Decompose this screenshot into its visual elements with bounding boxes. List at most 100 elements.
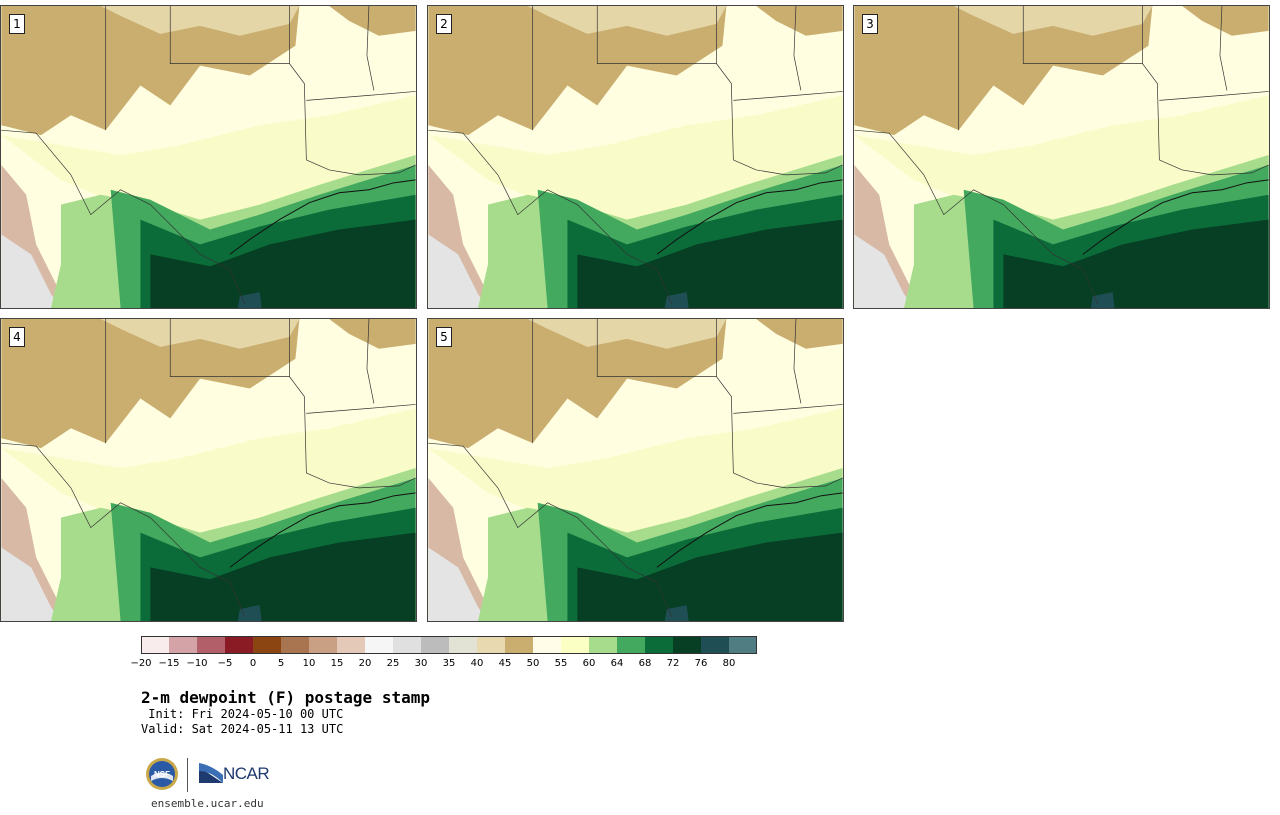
- plot-title: 2-m dewpoint (F) postage stamp: [141, 688, 430, 707]
- dewpoint-region: [237, 292, 262, 308]
- state-border: [733, 404, 843, 414]
- coastline: [1082, 179, 1269, 255]
- dewpoint-region: [577, 219, 843, 308]
- dewpoint-region: [329, 319, 416, 349]
- state-border: [306, 472, 416, 489]
- dewpoint-map-3: [854, 6, 1269, 308]
- init-time: Init: Fri 2024-05-10 00 UTC: [141, 707, 344, 721]
- coastline: [229, 179, 416, 255]
- state-border: [1159, 159, 1269, 176]
- dewpoint-region: [527, 319, 727, 349]
- dewpoint-map-1: [1, 6, 416, 308]
- stamp-panel-5: 5: [427, 318, 844, 622]
- colorbar-swatch: [421, 636, 450, 654]
- colorbar-swatch: [589, 636, 618, 654]
- dewpoint-region: [1, 547, 61, 621]
- colorbar-tick-label: 60: [582, 658, 596, 669]
- colorbar-swatch: [729, 636, 757, 654]
- state-border: [1, 129, 246, 305]
- dewpoint-region: [1, 6, 300, 136]
- coastline: [656, 492, 843, 568]
- colorbar-swatch: [477, 636, 506, 654]
- state-border: [366, 319, 375, 404]
- colorbar-swatches: [141, 636, 757, 654]
- dewpoint-map-2: [428, 6, 843, 308]
- panel-number: 2: [436, 14, 452, 34]
- colorbar-tick-label: 80: [722, 658, 736, 669]
- dewpoint-region: [428, 6, 727, 136]
- colorbar-swatch: [365, 636, 394, 654]
- dewpoint-region: [854, 6, 1153, 136]
- panel-number: 4: [9, 327, 25, 347]
- colorbar-tick-label: −10: [186, 658, 208, 669]
- dewpoint-region: [428, 234, 488, 308]
- dewpoint-map-4: [1, 319, 416, 621]
- colorbar-frame: [141, 636, 757, 654]
- state-border: [793, 319, 802, 404]
- dewpoint-region: [428, 319, 727, 449]
- dewpoint-region: [100, 319, 300, 349]
- dewpoint-region: [1182, 6, 1269, 36]
- stamp-panel-4: 4: [0, 318, 417, 622]
- state-border: [733, 159, 843, 176]
- colorbar-tick-label: 45: [498, 658, 512, 669]
- colorbar-swatch: [701, 636, 730, 654]
- dewpoint-region: [854, 234, 914, 308]
- colorbar-tick-label: 55: [554, 658, 568, 669]
- dewpoint-region: [329, 6, 416, 36]
- state-border: [1, 442, 246, 618]
- dewpoint-region: [953, 6, 1153, 36]
- colorbar-tick-label: 25: [386, 658, 400, 669]
- stamp-panel-2: 2: [427, 5, 844, 309]
- colorbar-swatch: [141, 636, 170, 654]
- colorbar-tick-label: −5: [217, 658, 233, 669]
- colorbar-tick-label: 20: [358, 658, 372, 669]
- colorbar-tick-label: 72: [666, 658, 680, 669]
- nsf-logo-icon: NSF: [146, 758, 178, 790]
- colorbar-swatch: [169, 636, 198, 654]
- colorbar-swatch: [253, 636, 282, 654]
- valid-time: Valid: Sat 2024-05-11 13 UTC: [141, 722, 344, 736]
- colorbar-tick-label: 30: [414, 658, 428, 669]
- dewpoint-region: [150, 219, 416, 308]
- colorbar-tick-label: 76: [694, 658, 708, 669]
- colorbar-swatch: [337, 636, 366, 654]
- colorbar-tick-label: 50: [526, 658, 540, 669]
- dewpoint-region: [428, 547, 488, 621]
- state-border: [733, 472, 843, 489]
- dewpoint-region: [664, 605, 689, 621]
- colorbar-tick-label: 10: [302, 658, 316, 669]
- state-border: [366, 6, 375, 91]
- colorbar-swatch: [281, 636, 310, 654]
- dewpoint-region: [1090, 292, 1115, 308]
- colorbar-tick-label: 40: [470, 658, 484, 669]
- colorbar-tick-label: −20: [130, 658, 152, 669]
- dewpoint-map-5: [428, 319, 843, 621]
- colorbar: [141, 636, 757, 654]
- state-border: [733, 91, 843, 101]
- ncar-wordmark: NCAR: [223, 764, 270, 783]
- dewpoint-region: [756, 319, 843, 349]
- state-border: [793, 6, 802, 91]
- colorbar-swatch: [533, 636, 562, 654]
- dewpoint-region: [577, 532, 843, 621]
- colorbar-tick-label: 68: [638, 658, 652, 669]
- colorbar-swatch: [225, 636, 254, 654]
- dewpoint-region: [1, 234, 61, 308]
- colorbar-swatch: [197, 636, 226, 654]
- state-border: [854, 129, 1099, 305]
- colorbar-tick-label: 5: [277, 658, 285, 669]
- colorbar-tick-label: 64: [610, 658, 624, 669]
- colorbar-swatch: [617, 636, 646, 654]
- colorbar-swatch: [561, 636, 590, 654]
- state-border: [306, 91, 416, 101]
- panel-number: 3: [862, 14, 878, 34]
- stamp-panel-1: 1: [0, 5, 417, 309]
- dewpoint-region: [100, 6, 300, 36]
- colorbar-swatch: [505, 636, 534, 654]
- logos: NSF NCAR: [145, 757, 285, 793]
- colorbar-tick-labels: −20 −15 −10 −5 0 5 10 15 20 25 30 35 40 45 50 55 60 64 68 7…: [130, 658, 757, 672]
- state-border: [306, 159, 416, 176]
- logo-divider: [187, 758, 188, 792]
- state-border: [428, 442, 673, 618]
